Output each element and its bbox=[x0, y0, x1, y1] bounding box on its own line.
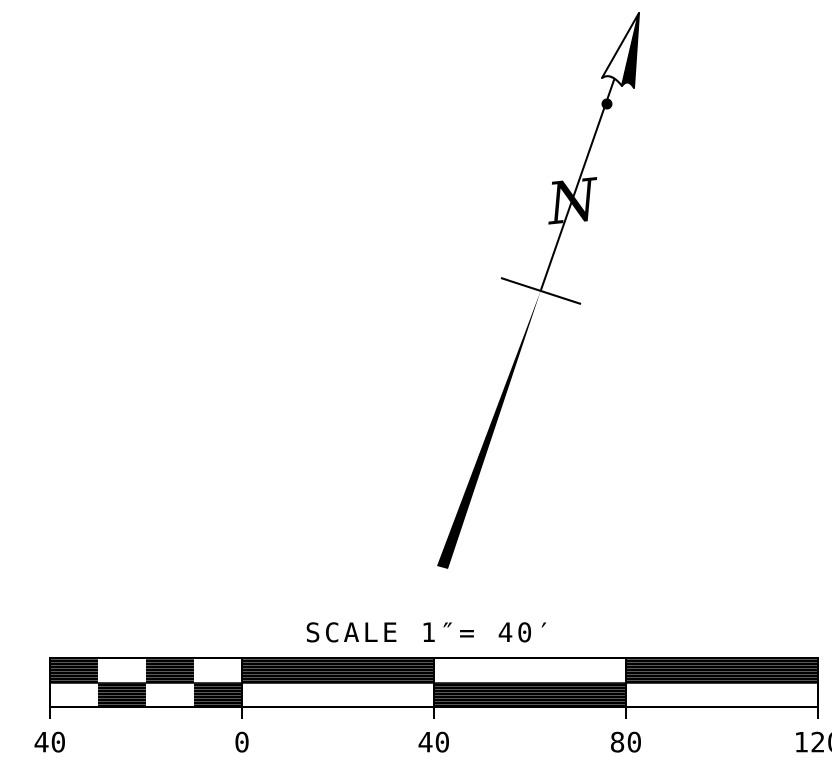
north-arrow-crossbar bbox=[500, 277, 582, 305]
scale-tick-label: 0 bbox=[234, 726, 251, 759]
scale-segment-top bbox=[434, 658, 626, 683]
scale-segment-bottom bbox=[146, 683, 194, 707]
scale-segment-bottom bbox=[434, 683, 626, 707]
north-arrow-icon: N bbox=[437, 12, 640, 569]
scale-segment-top bbox=[194, 658, 242, 683]
scale-tick-label: 80 bbox=[609, 726, 643, 759]
scale-segment-bottom bbox=[194, 683, 242, 707]
north-letter: N bbox=[542, 165, 604, 238]
scale-segment-bottom bbox=[98, 683, 146, 707]
scale-segment-top bbox=[146, 658, 194, 683]
scale-title: SCALE 1″= 40′ bbox=[304, 618, 556, 649]
north-arrow-dot bbox=[601, 98, 613, 110]
scale-ticks: 40 0 40 80 120 bbox=[33, 658, 832, 759]
scale-segment-bottom bbox=[50, 683, 98, 707]
north-arrow-shaft bbox=[540, 59, 622, 291]
scale-tick-label: 40 bbox=[33, 726, 67, 759]
scale-tick-label: 40 bbox=[417, 726, 451, 759]
scale-segment-top bbox=[626, 658, 818, 683]
scale-segment-bottom bbox=[626, 683, 818, 707]
scale-segment-bottom bbox=[242, 683, 434, 707]
north-arrow-head-right bbox=[621, 12, 640, 89]
scale-segment-top bbox=[50, 658, 98, 683]
scale-segment-top bbox=[98, 658, 146, 683]
scale-segment-top bbox=[242, 658, 434, 683]
north-arrow-tail bbox=[437, 290, 541, 569]
scale-tick-label: 120 bbox=[793, 726, 832, 759]
